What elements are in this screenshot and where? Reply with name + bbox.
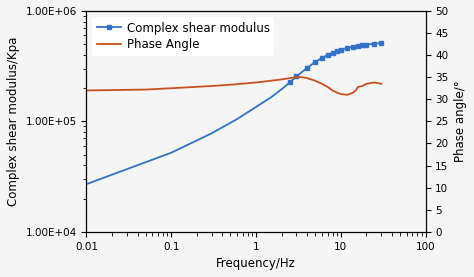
Phase Angle [353, 89, 358, 92]
Complex shear modulus [293, 75, 299, 78]
Phase Angle [319, 82, 325, 86]
Phase Angle [378, 82, 384, 86]
Complex shear modulus [325, 53, 330, 57]
Line: Phase Angle: Phase Angle [86, 77, 381, 95]
Phase Angle [268, 79, 274, 82]
Phase Angle [279, 78, 284, 81]
Complex shear modulus [287, 81, 292, 84]
X-axis label: Frequency/Hz: Frequency/Hz [216, 257, 296, 270]
Phase Angle [312, 79, 318, 82]
Y-axis label: Phase angle/°: Phase angle/° [454, 81, 467, 162]
Phase Angle [168, 87, 174, 90]
Y-axis label: Complex shear modulus/Kpa: Complex shear modulus/Kpa [7, 37, 20, 206]
Phase Angle [345, 93, 350, 96]
Phase Angle [334, 91, 340, 94]
Complex shear modulus [338, 48, 344, 52]
Phase Angle [293, 76, 299, 79]
Phase Angle [364, 82, 369, 86]
Complex shear modulus [312, 60, 318, 64]
Complex shear modulus [334, 50, 340, 53]
Phase Angle [209, 84, 215, 88]
Phase Angle [253, 81, 259, 84]
Phase Angle [325, 85, 330, 89]
Line: Complex shear modulus: Complex shear modulus [287, 40, 383, 85]
Complex shear modulus [364, 43, 369, 46]
Complex shear modulus [378, 41, 384, 45]
Complex shear modulus [372, 42, 377, 45]
Phase Angle [355, 85, 361, 89]
Phase Angle [372, 81, 377, 84]
Complex shear modulus [350, 45, 356, 48]
Phase Angle [304, 76, 310, 80]
Phase Angle [360, 84, 365, 88]
Phase Angle [350, 91, 356, 94]
Legend: Complex shear modulus, Phase Angle: Complex shear modulus, Phase Angle [92, 17, 274, 56]
Phase Angle [338, 92, 344, 96]
Complex shear modulus [304, 66, 310, 70]
Complex shear modulus [345, 46, 350, 50]
Complex shear modulus [355, 44, 361, 47]
Phase Angle [83, 89, 89, 92]
Phase Angle [143, 88, 148, 91]
Complex shear modulus [319, 56, 325, 60]
Phase Angle [330, 89, 336, 92]
Phase Angle [287, 76, 292, 80]
Complex shear modulus [330, 51, 336, 55]
Phase Angle [228, 83, 233, 86]
Phase Angle [299, 76, 305, 79]
Complex shear modulus [360, 43, 365, 47]
